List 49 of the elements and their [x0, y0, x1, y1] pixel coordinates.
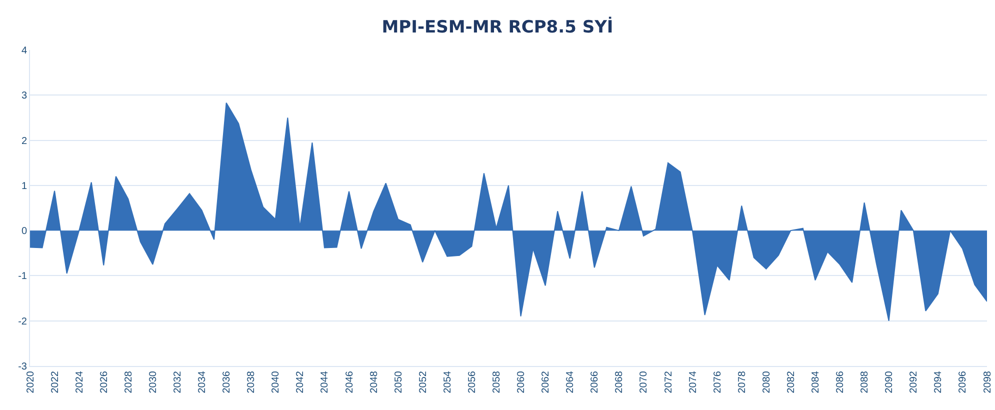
x-tick-label: 2076 [712, 370, 724, 394]
x-tick-label: 2024 [74, 370, 86, 394]
x-tick-label: 2062 [540, 370, 552, 394]
x-tick-label: 2070 [638, 370, 650, 394]
x-tick-label: 2060 [516, 370, 528, 394]
x-tick-label: 2036 [222, 370, 233, 394]
x-tick-label: 2044 [320, 370, 331, 394]
x-tick-label: 2092 [908, 370, 920, 394]
y-tick-label: 0 [21, 226, 28, 238]
x-tick-label: 2046 [344, 370, 356, 394]
x-tick-label: 2020 [25, 370, 36, 394]
x-tick-label: 2026 [98, 370, 110, 394]
x-tick-label: 2084 [810, 370, 822, 394]
x-tick-label: 2028 [123, 370, 134, 394]
y-tick-label: 1 [21, 180, 28, 192]
x-tick-label: 2052 [418, 370, 429, 394]
x-tick-label: 2074 [688, 370, 699, 394]
x-tick-label: 2072 [663, 370, 674, 394]
x-tick-label: 2064 [565, 370, 576, 394]
x-tick-label: 2098 [982, 370, 994, 394]
y-tick-label: -1 [18, 271, 28, 282]
x-tick-label: 2042 [295, 370, 306, 394]
x-tick-label: 2096 [958, 370, 969, 394]
x-tick-label: 2054 [442, 370, 454, 394]
x-tick-label: 2082 [786, 370, 797, 394]
y-tick-label: 2 [21, 136, 28, 147]
x-tick-label: 2090 [884, 370, 896, 394]
x-tick-label: 2038 [246, 370, 258, 394]
x-tick-label: 2050 [393, 370, 404, 394]
x-tick-label: 2022 [50, 370, 61, 394]
x-tick-label: 2086 [835, 370, 846, 394]
x-tick-label: 2088 [860, 370, 871, 394]
chart-title: MPI-ESM-MR RCP8.5 SYİ [382, 16, 614, 38]
x-tick-label: 2034 [197, 370, 208, 394]
y-tick-label: 3 [21, 90, 28, 102]
y-tick-label: -3 [18, 362, 28, 372]
x-tick-label: 2030 [148, 370, 159, 394]
x-tick-label: 2048 [368, 370, 380, 394]
y-tick-label: -2 [18, 316, 28, 328]
x-tick-label: 2068 [614, 370, 626, 394]
x-tick-label: 2094 [933, 370, 944, 394]
x-tick-label: 2078 [736, 370, 748, 394]
x-tick-label: 2066 [590, 370, 601, 394]
x-tick-label: 2056 [466, 370, 478, 394]
y-tick-label: 4 [21, 46, 28, 56]
x-tick-label: 2040 [270, 370, 282, 394]
x-tick-label: 2032 [172, 370, 184, 394]
x-tick-label: 2080 [761, 370, 772, 394]
x-tick-label: 2058 [491, 370, 502, 394]
